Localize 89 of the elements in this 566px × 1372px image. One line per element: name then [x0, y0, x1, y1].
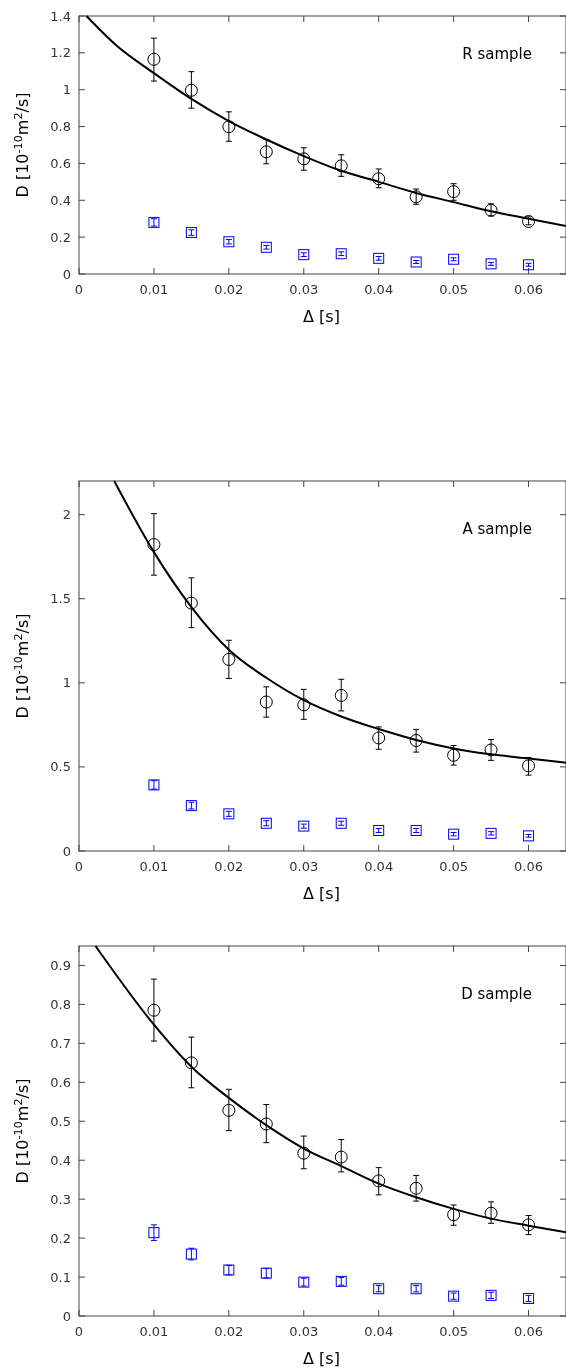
point	[222, 652, 236, 666]
x-tick-label: 0.03	[289, 859, 319, 874]
point	[147, 538, 161, 552]
text: R sample	[462, 45, 532, 64]
point	[447, 748, 461, 762]
point	[523, 259, 535, 271]
point	[484, 743, 498, 757]
x-tick-label: 0.03	[289, 282, 319, 297]
point	[147, 52, 161, 66]
point	[485, 258, 497, 270]
point	[297, 698, 311, 712]
y-tick-label: 2	[62, 507, 71, 523]
point	[184, 83, 198, 97]
point	[222, 1103, 236, 1117]
y-tick-label: 0.8	[50, 119, 71, 135]
point	[298, 249, 310, 261]
x-tick-label: 0.02	[214, 1324, 244, 1339]
y-tick-label: 0.5	[50, 1113, 71, 1129]
x-tick-label: 0	[74, 282, 84, 297]
x-tick-label: 0.01	[139, 859, 169, 874]
y-tick-label: 1.2	[50, 45, 71, 61]
point	[184, 596, 198, 610]
point	[372, 731, 386, 745]
point	[409, 734, 423, 748]
x-tick-label: 0.06	[514, 282, 544, 297]
x-tick-label: 0.04	[364, 1324, 394, 1339]
y-tick-label: 0.8	[50, 996, 71, 1012]
x-tick-label: 0.05	[439, 1324, 469, 1339]
point	[448, 253, 460, 265]
point	[259, 1117, 273, 1131]
point	[334, 1150, 348, 1164]
y-tick-label: 1.4	[50, 8, 71, 24]
x-tick-label: 0.03	[289, 1324, 319, 1339]
x-tick-label: 0.05	[439, 282, 469, 297]
point	[372, 172, 386, 186]
point	[259, 145, 273, 159]
y-tick-label: 0	[62, 843, 71, 859]
point	[184, 1056, 198, 1070]
y-tick-label: 0	[62, 1308, 71, 1324]
line-series	[85, 15, 566, 228]
y-tick-label: 0.7	[50, 1035, 71, 1051]
y-tick-label: 0.6	[50, 1074, 71, 1090]
y-tick-label: 0.6	[50, 155, 71, 171]
line-series	[94, 945, 566, 1234]
x-axis-title: Δ [s]	[303, 884, 340, 903]
point	[334, 159, 348, 173]
y-tick-label: 0.4	[50, 1152, 71, 1168]
y-tick-label: 0	[62, 266, 71, 282]
point	[447, 1208, 461, 1222]
y-tick-label: 0.2	[50, 229, 71, 245]
x-tick-label: 0.06	[514, 1324, 544, 1339]
x-tick-label: 0.06	[514, 859, 544, 874]
point	[259, 695, 273, 709]
x-axis-title: Δ [s]	[303, 1349, 340, 1368]
point	[297, 1146, 311, 1160]
x-tick-label: 0.02	[214, 282, 244, 297]
x-tick-label: 0.01	[139, 282, 169, 297]
y-tick-label: 0.9	[50, 958, 71, 974]
text: D sample	[461, 985, 532, 1004]
y-tick-label: 0.1	[50, 1269, 71, 1285]
point	[448, 828, 460, 840]
y-tick-label: 1	[62, 82, 71, 98]
x-tick-label: 0	[74, 859, 84, 874]
point	[523, 830, 535, 842]
point	[372, 1174, 386, 1188]
x-tick-label: 0.04	[364, 282, 394, 297]
point	[522, 759, 536, 773]
y-tick-label: 0.5	[50, 759, 71, 775]
y-tick-label: 0.4	[50, 192, 71, 208]
x-tick-label: 0.05	[439, 859, 469, 874]
point	[297, 152, 311, 166]
x-tick-label: 0.02	[214, 859, 244, 874]
y-tick-label: 1.5	[50, 591, 71, 607]
point	[222, 120, 236, 134]
text: A sample	[462, 520, 532, 539]
point	[485, 827, 497, 839]
y-tick-label: 0.3	[50, 1191, 71, 1207]
x-axis-title: Δ [s]	[303, 307, 340, 326]
point	[484, 1206, 498, 1220]
point	[409, 1181, 423, 1195]
point	[334, 688, 348, 702]
point	[147, 1003, 161, 1017]
x-tick-label: 0.01	[139, 1324, 169, 1339]
point	[410, 256, 422, 268]
y-tick-label: 1	[62, 675, 71, 691]
x-tick-label: 0.04	[364, 859, 394, 874]
y-tick-label: 0.2	[50, 1230, 71, 1246]
x-tick-label: 0	[74, 1324, 84, 1339]
point	[522, 1218, 536, 1232]
